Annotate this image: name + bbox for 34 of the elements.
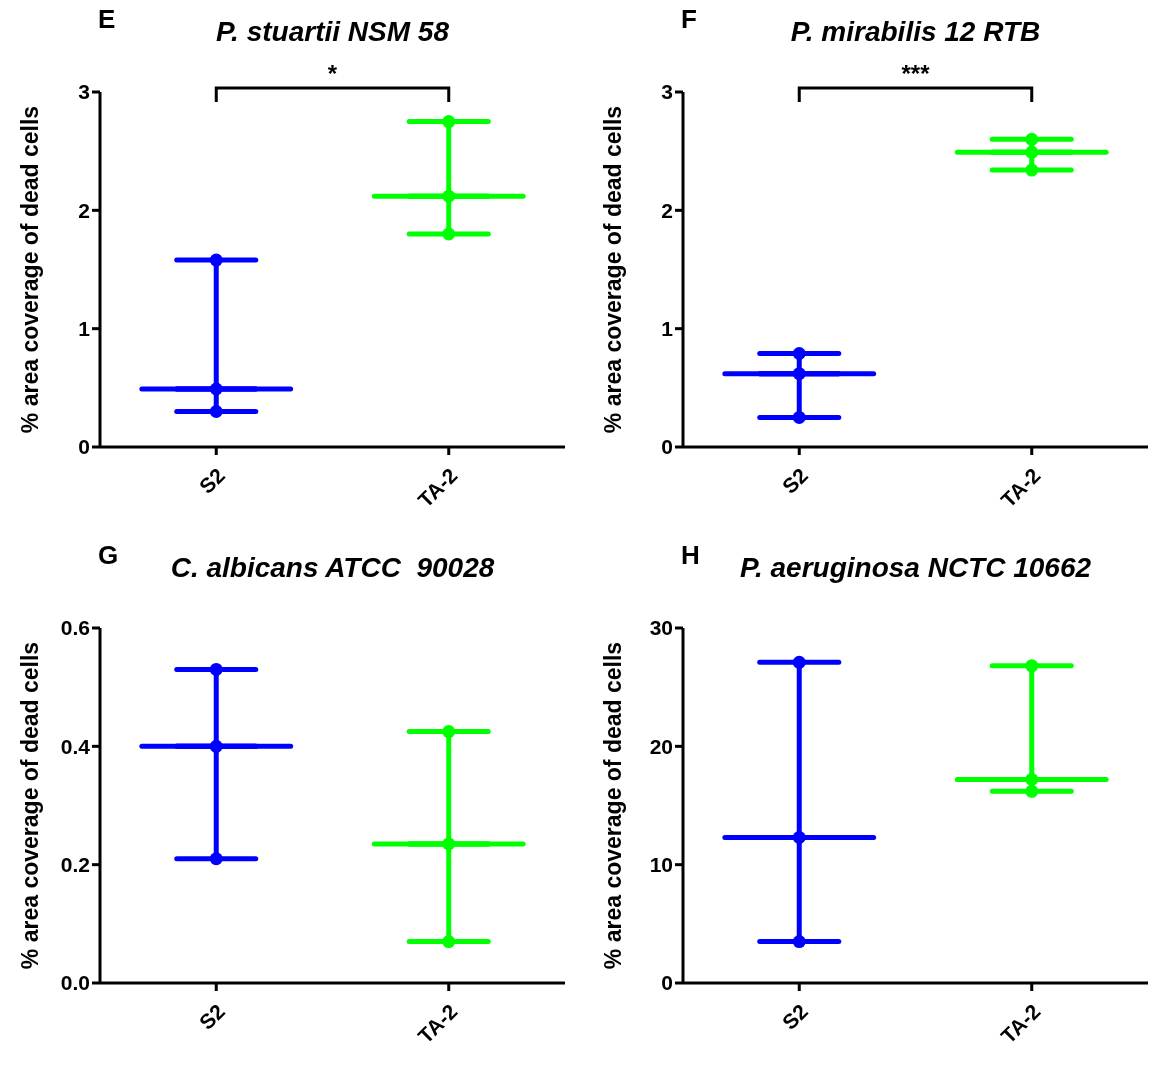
chart-title: P. mirabilis 12 RTB <box>790 16 1041 47</box>
y-axis-title: % area coverage of dead cells <box>17 641 44 969</box>
text: * <box>327 60 338 87</box>
y-axis-title: % area coverage of dead cells <box>600 105 627 434</box>
y-tick-label: 3 <box>78 80 90 104</box>
y-tick-label: 0.6 <box>60 615 90 639</box>
chart-title: P. aeruginosa NCTC 10662 <box>739 551 1092 583</box>
x-tick-label: S2 <box>777 998 812 1034</box>
text: E <box>98 4 116 35</box>
y-tick-label: 2 <box>661 198 673 222</box>
chart-title: P. stuartii NSM 58 <box>216 16 449 47</box>
y-tick-label: 0 <box>661 970 673 994</box>
y-tick-label: 10 <box>649 852 673 876</box>
x-tick-label: S2 <box>194 463 229 498</box>
y-tick-label: 2 <box>78 198 90 222</box>
y-tick-label: 0.0 <box>60 970 90 994</box>
y-tick-label: 1 <box>78 317 91 341</box>
y-tick-label: 1 <box>661 317 674 341</box>
text: H <box>681 539 700 571</box>
text: F <box>681 4 697 35</box>
x-tick-label: S2 <box>194 998 229 1034</box>
text: G <box>98 539 119 571</box>
y-tick-label: 3 <box>661 80 673 104</box>
y-tick-label: 20 <box>649 734 673 758</box>
y-tick-label: 0 <box>661 435 673 459</box>
y-axis-title: % area coverage of dead cells <box>600 641 627 969</box>
y-tick-label: 0.4 <box>60 734 91 758</box>
y-tick-label: 0 <box>78 435 90 459</box>
y-axis-title: % area coverage of dead cells <box>17 105 44 434</box>
y-tick-label: 0.2 <box>60 852 90 876</box>
y-tick-label: 30 <box>649 615 673 639</box>
chart-title: C. albicans ATCC 90028 <box>170 551 495 583</box>
text: *** <box>901 60 931 87</box>
x-tick-label: S2 <box>777 463 812 498</box>
